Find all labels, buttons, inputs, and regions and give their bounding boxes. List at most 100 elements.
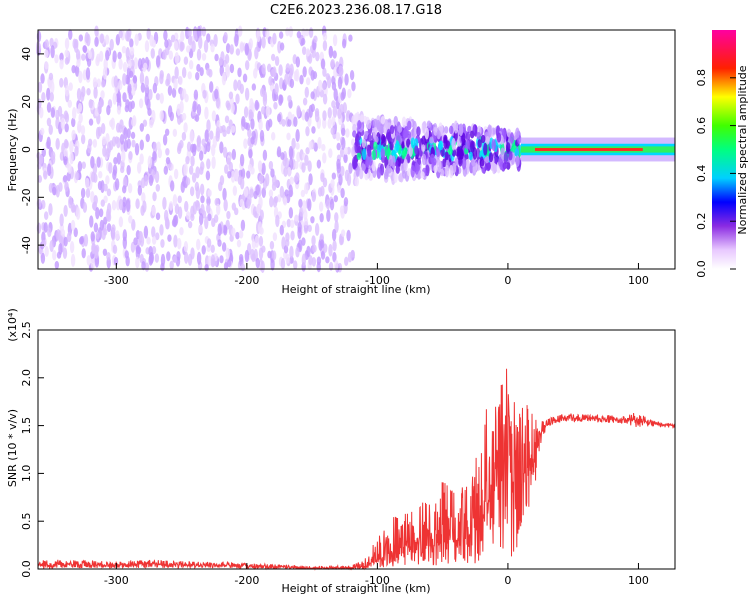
heatmap-cell bbox=[330, 58, 335, 68]
heatmap-cell bbox=[465, 158, 470, 169]
heatmap-cell bbox=[63, 110, 69, 120]
heatmap-cell bbox=[247, 128, 252, 138]
heatmap-cell bbox=[483, 142, 488, 156]
heatmap-cell bbox=[64, 37, 70, 50]
heatmap-cell bbox=[123, 139, 129, 152]
heatmap-cell bbox=[100, 90, 105, 100]
heatmap-cell bbox=[433, 165, 438, 174]
heatmap-cell bbox=[222, 187, 227, 201]
heatmap-cell bbox=[78, 113, 83, 124]
heatmap-cell bbox=[493, 156, 498, 164]
heatmap-cell bbox=[90, 257, 96, 270]
heatmap-cell bbox=[167, 234, 172, 242]
heatmap-cell bbox=[77, 124, 82, 133]
heatmap-cell bbox=[376, 167, 382, 179]
y-tick-label: -40 bbox=[20, 236, 33, 254]
heatmap-cell bbox=[180, 41, 185, 51]
heatmap-cell bbox=[114, 178, 120, 191]
heatmap-cell bbox=[76, 88, 82, 101]
heatmap-cell bbox=[134, 143, 140, 156]
heatmap-cell bbox=[81, 248, 86, 259]
heatmap-x-axis-label: Height of straight line (km) bbox=[281, 283, 430, 296]
heatmap-cell bbox=[71, 65, 76, 74]
heatmap-cell bbox=[226, 259, 232, 268]
heatmap-cell bbox=[91, 201, 97, 210]
heatmap-cell bbox=[316, 159, 322, 169]
heatmap-cell bbox=[180, 30, 185, 43]
heatmap-cell bbox=[401, 116, 407, 128]
heatmap-cell bbox=[200, 203, 205, 217]
snr-y-axis-label: SNR (10 * v/v) bbox=[6, 409, 19, 487]
heatmap-cell bbox=[260, 106, 266, 115]
heatmap-cell bbox=[271, 131, 276, 141]
heatmap-cell bbox=[297, 221, 302, 233]
heatmap-cell bbox=[325, 256, 330, 264]
heatmap-cell bbox=[136, 161, 142, 174]
heatmap-cell bbox=[244, 249, 250, 263]
heatmap-cell bbox=[179, 227, 184, 236]
heatmap-cell bbox=[273, 196, 279, 204]
heatmap-cell bbox=[226, 126, 231, 135]
heatmap-cell bbox=[214, 53, 219, 62]
heatmap-cell bbox=[322, 117, 327, 129]
heatmap-cell bbox=[332, 251, 337, 263]
heatmap-cell bbox=[240, 219, 246, 232]
heatmap-cell bbox=[60, 117, 66, 130]
heatmap-cell bbox=[44, 39, 49, 49]
heatmap-cell bbox=[386, 128, 391, 141]
heatmap-cell bbox=[352, 130, 357, 138]
heatmap-cell bbox=[344, 73, 349, 86]
heatmap-cell bbox=[443, 126, 449, 134]
heatmap-cell bbox=[340, 229, 346, 237]
snr-frame bbox=[37, 329, 676, 570]
heatmap-cell bbox=[265, 105, 271, 118]
heatmap-cell bbox=[144, 40, 150, 53]
heatmap-cells bbox=[36, 25, 675, 274]
heatmap-cell bbox=[229, 44, 234, 55]
heatmap-cell bbox=[284, 239, 290, 247]
heatmap-cell bbox=[206, 158, 211, 170]
heatmap-cell bbox=[342, 102, 348, 114]
heatmap-cell bbox=[278, 31, 284, 39]
heatmap-cell bbox=[241, 115, 246, 128]
heatmap-cell bbox=[328, 148, 333, 159]
heatmap-cell bbox=[208, 68, 213, 78]
heatmap-cell bbox=[294, 161, 299, 170]
heatmap-cell bbox=[75, 206, 81, 220]
heatmap-cell bbox=[204, 264, 209, 272]
heatmap-cell bbox=[202, 89, 207, 99]
heatmap-cell bbox=[151, 205, 156, 216]
heatmap-cell bbox=[316, 261, 321, 273]
heatmap-cell bbox=[332, 105, 337, 118]
heatmap-cell bbox=[83, 233, 89, 247]
heatmap-cell bbox=[167, 105, 173, 118]
heatmap-cell bbox=[106, 212, 112, 223]
x-tick-label: 0 bbox=[504, 574, 511, 587]
heatmap-cell bbox=[176, 114, 182, 125]
heatmap-cell bbox=[330, 127, 335, 135]
heatmap-cell bbox=[69, 140, 74, 154]
heatmap-cell bbox=[199, 150, 204, 161]
heatmap-cell bbox=[229, 63, 235, 74]
heatmap-cell bbox=[179, 139, 184, 149]
heatmap-cell bbox=[74, 65, 80, 77]
heatmap-cell bbox=[226, 210, 231, 220]
heatmap-cell bbox=[109, 119, 114, 128]
heatmap-cell bbox=[77, 160, 83, 172]
heatmap-cell bbox=[395, 140, 400, 152]
heatmap-cell bbox=[477, 139, 482, 148]
heatmap-cell bbox=[154, 170, 160, 184]
heatmap-cell bbox=[121, 149, 126, 163]
heatmap-cell bbox=[459, 148, 464, 160]
heatmap-cell bbox=[275, 214, 280, 228]
heatmap-cell bbox=[365, 153, 370, 166]
heatmap-cell bbox=[288, 184, 293, 198]
heatmap-cell bbox=[224, 164, 229, 175]
heatmap-cell bbox=[151, 226, 156, 238]
heatmap-cell bbox=[139, 139, 144, 151]
heatmap-cell bbox=[305, 126, 310, 137]
heatmap-cell bbox=[66, 171, 71, 182]
heatmap-cell bbox=[321, 81, 327, 91]
heatmap-cell bbox=[191, 40, 196, 53]
heatmap-cell bbox=[37, 81, 43, 93]
